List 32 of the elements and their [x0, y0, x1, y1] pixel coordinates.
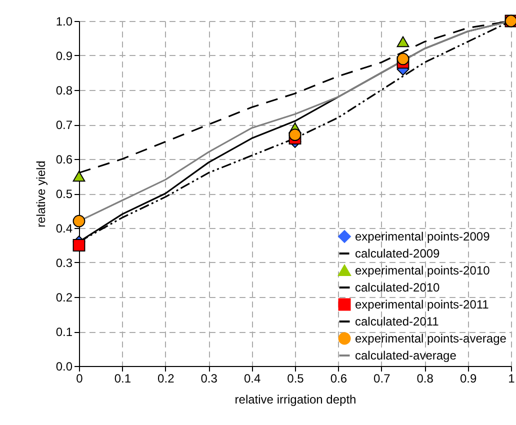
x-tick-label: 0 [76, 372, 84, 386]
y-tick-label: 0.6 [56, 152, 73, 166]
x-tick-label: 0.8 [416, 372, 434, 386]
legend-label: experimental points-2009 [355, 230, 490, 244]
legend-label: calculated-average [355, 348, 457, 362]
legend-label: calculated-2009 [355, 246, 440, 260]
y-tick-label: 0.8 [56, 84, 73, 98]
legend-label: experimental points-2011 [355, 298, 490, 312]
legend-label: experimental points-average [355, 332, 507, 346]
x-tick-label: 1 [508, 372, 516, 386]
legend-label: experimental points-2010 [355, 264, 490, 278]
y-tick-label: 0.7 [56, 118, 73, 132]
y-tick-label: 0.0 [56, 360, 73, 374]
y-axis-title: relative yield [34, 160, 48, 228]
legend-label: calculated-2010 [355, 280, 440, 294]
y-tick-label: 0.2 [56, 290, 73, 304]
y-tick-label: 0.3 [56, 256, 73, 270]
legend-label: calculated-2011 [355, 314, 440, 328]
x-tick-label: 0.1 [114, 372, 132, 386]
y-tick-label: 0.1 [56, 325, 73, 339]
y-tick-label: 0.9 [56, 49, 73, 63]
x-tick-label: 0.9 [460, 372, 477, 386]
x-tick-label: 0.4 [244, 372, 261, 386]
y-tick-label: 1.0 [56, 14, 73, 28]
y-tick-label: 0.4 [56, 222, 73, 236]
y-tick-label: 0.5 [56, 187, 73, 201]
x-axis-title: relative irrigation depth [234, 392, 356, 406]
x-tick-label: 0.5 [287, 372, 304, 386]
x-tick-label: 0.2 [158, 372, 175, 386]
x-tick-label: 0.3 [200, 372, 218, 386]
x-tick-label: 0.6 [330, 372, 348, 386]
x-tick-label: 0.7 [374, 372, 391, 386]
